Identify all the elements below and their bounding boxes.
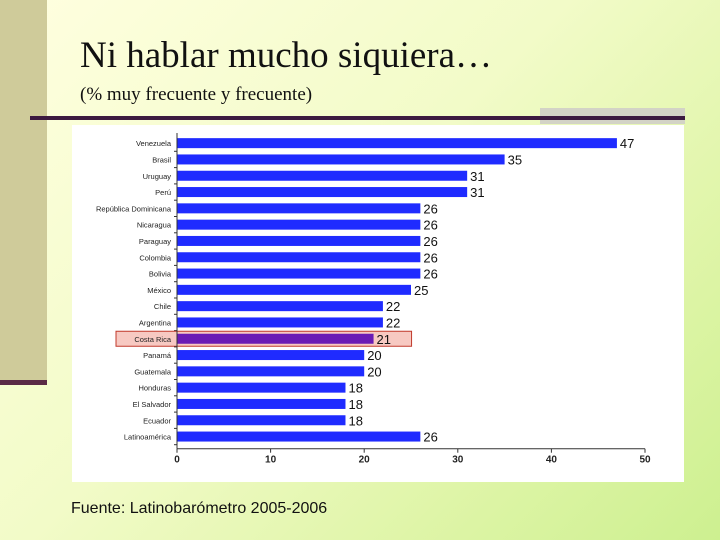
slide-title: Ni hablar mucho siquiera… xyxy=(80,35,493,76)
category-label: Paraguay xyxy=(139,237,171,246)
data-label: 35 xyxy=(508,152,522,167)
category-label: Argentina xyxy=(139,318,172,327)
x-tick-label: 40 xyxy=(546,455,558,466)
category-label: Nicaragua xyxy=(137,221,172,230)
category-label: Bolivia xyxy=(149,270,172,279)
bar xyxy=(177,219,421,230)
source-note: Fuente: Latinobarómetro 2005-2006 xyxy=(71,500,328,517)
category-label: Colombia xyxy=(139,253,172,262)
data-label: 18 xyxy=(348,413,362,428)
category-label: Perú xyxy=(155,188,171,197)
data-label: 22 xyxy=(386,299,400,314)
category-label: México xyxy=(147,286,171,295)
data-label: 47 xyxy=(620,136,634,151)
bar xyxy=(177,138,617,149)
x-tick-label: 10 xyxy=(265,455,277,466)
category-label: Costa Rica xyxy=(134,335,172,344)
bar xyxy=(177,170,468,181)
category-label: Brasil xyxy=(152,155,171,164)
category-label: Uruguay xyxy=(143,172,172,181)
category-label: Ecuador xyxy=(143,416,171,425)
bar xyxy=(177,252,421,263)
x-tick-label: 30 xyxy=(452,455,464,466)
data-label: 22 xyxy=(386,315,400,330)
bar-chart: Venezuela 47 Brasil 35 Uruguay 31 Perú 31 Repúbl… xyxy=(96,133,651,466)
title-divider xyxy=(30,116,685,120)
x-tick-label: 0 xyxy=(174,455,180,466)
category-label: Latinoamérica xyxy=(124,433,172,442)
data-label: 20 xyxy=(367,348,381,363)
data-label: 26 xyxy=(423,250,437,265)
bar xyxy=(177,284,411,295)
data-label: 18 xyxy=(348,397,362,412)
category-label: Panamá xyxy=(143,351,172,360)
bar xyxy=(177,333,374,344)
data-label: 31 xyxy=(470,185,484,200)
data-label: 21 xyxy=(377,332,391,347)
data-label: 26 xyxy=(423,234,437,249)
data-label: 18 xyxy=(348,381,362,396)
bar xyxy=(177,187,468,198)
bar xyxy=(177,268,421,279)
x-tick-label: 50 xyxy=(639,455,651,466)
data-label: 25 xyxy=(414,283,428,298)
bar xyxy=(177,415,346,426)
bar xyxy=(177,350,365,361)
x-tick-label: 20 xyxy=(359,455,371,466)
category-label: Guatemala xyxy=(134,367,172,376)
bar xyxy=(177,301,383,312)
bar xyxy=(177,431,421,442)
bar xyxy=(177,235,421,246)
bar xyxy=(177,366,365,377)
category-label: El Salvador xyxy=(133,400,172,409)
data-label: 26 xyxy=(423,430,437,445)
data-label: 26 xyxy=(423,218,437,233)
category-label: Chile xyxy=(154,302,171,311)
decorative-left-bar-edge xyxy=(0,380,47,385)
bar xyxy=(177,203,421,214)
bar xyxy=(177,382,346,393)
category-label: Venezuela xyxy=(136,139,172,148)
decorative-left-bar xyxy=(0,0,47,383)
category-label: República Dominicana xyxy=(96,204,172,213)
category-label: Honduras xyxy=(138,384,171,393)
data-label: 26 xyxy=(423,267,437,282)
data-label: 31 xyxy=(470,169,484,184)
bar xyxy=(177,317,383,328)
bar xyxy=(177,398,346,409)
bar xyxy=(177,154,505,165)
data-label: 20 xyxy=(367,364,381,379)
data-label: 26 xyxy=(423,201,437,216)
slide-subtitle: (% muy frecuente y frecuente) xyxy=(80,84,313,105)
chart-panel: Venezuela 47 Brasil 35 Uruguay 31 Perú 31 Repúbl… xyxy=(72,125,684,482)
